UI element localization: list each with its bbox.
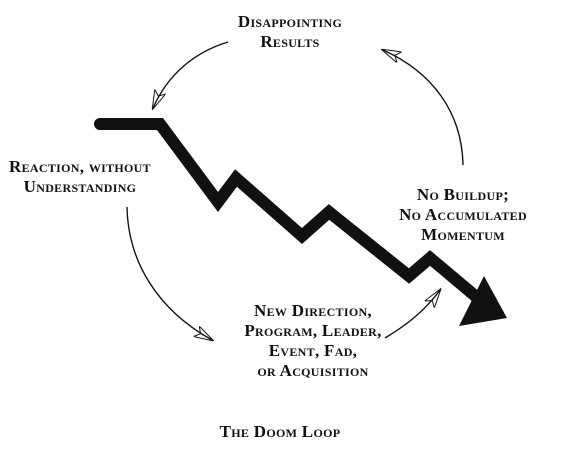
- node-text: Event, Fad,: [268, 341, 358, 360]
- node-reaction-without-understanding: Reaction, without Understanding: [0, 157, 160, 197]
- node-text: Results: [260, 32, 320, 51]
- node-disappointing-results: Disappointing Results: [220, 12, 360, 52]
- node-text: or Acquisition: [257, 361, 369, 380]
- node-text: Program, Leader,: [244, 321, 382, 340]
- node-text: Understanding: [23, 177, 137, 196]
- node-text: No Accumulated: [399, 205, 527, 224]
- arrow-reaction-to-new-direction: [126, 206, 212, 340]
- node-text: Disappointing: [237, 12, 343, 31]
- node-text: Momentum: [421, 225, 505, 244]
- node-text: Reaction, without: [9, 157, 151, 176]
- diagram-title: The Doom Loop: [219, 422, 341, 441]
- arrow-no-buildup-to-results: [383, 50, 464, 166]
- zigzag-arrowhead: [459, 276, 507, 326]
- node-no-buildup: No Buildup; No Accumulated Momentum: [368, 185, 558, 245]
- node-text: New Direction,: [254, 301, 372, 320]
- node-text: No Buildup;: [416, 185, 510, 204]
- doom-zigzag-line: [94, 118, 492, 311]
- arrow-new-direction-to-no-buildup: [384, 290, 440, 339]
- node-new-direction: New Direction, Program, Leader, Event, F…: [218, 301, 408, 381]
- arrow-results-to-reaction: [153, 41, 229, 108]
